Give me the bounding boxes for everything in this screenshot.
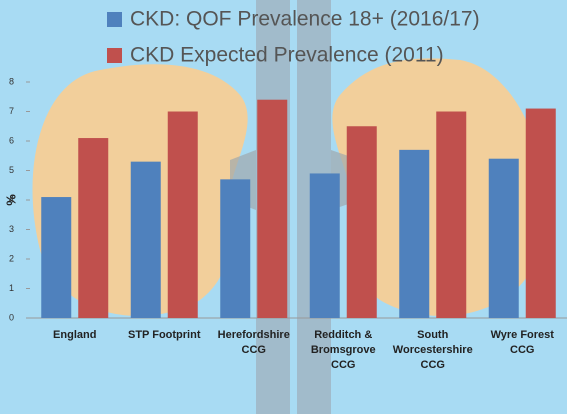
x-tick-label: England	[53, 329, 97, 341]
bar	[78, 138, 109, 318]
bar	[257, 99, 288, 318]
y-tick-label: 7	[9, 106, 14, 116]
x-tick-label: Redditch & Bromsgrove CCG	[310, 329, 376, 371]
bar	[41, 197, 72, 318]
bar	[436, 111, 467, 318]
y-tick-label: 4	[9, 194, 14, 204]
x-tick-label: STP Footprint	[127, 329, 201, 341]
x-tick-label: Wyre Forest CCG	[490, 329, 554, 356]
y-tick-label: 0	[9, 312, 14, 322]
bar	[399, 149, 430, 318]
bar	[167, 111, 198, 318]
bar	[309, 173, 340, 318]
y-tick-label: 2	[9, 253, 14, 263]
y-tick-label: 1	[9, 283, 14, 293]
legend-label: CKD: QOF Prevalence 18+ (2016/17)	[130, 8, 480, 31]
y-axis-label: %	[3, 194, 18, 206]
legend-label: CKD Expected Prevalence (2011)	[130, 44, 444, 67]
bar	[130, 161, 161, 318]
bar	[346, 126, 377, 318]
bar	[525, 108, 556, 318]
y-tick-label: 5	[9, 165, 14, 175]
legend-swatch	[107, 12, 122, 27]
y-tick-label: 3	[9, 224, 14, 234]
bar	[220, 179, 251, 318]
x-tick-label: Herefordshire CCG	[217, 329, 290, 356]
y-tick-label: 6	[9, 135, 14, 145]
legend-swatch	[107, 48, 122, 63]
bar	[488, 158, 519, 318]
x-tick-label: South Worcestershire CCG	[392, 329, 473, 371]
y-tick-label: 8	[9, 76, 14, 86]
